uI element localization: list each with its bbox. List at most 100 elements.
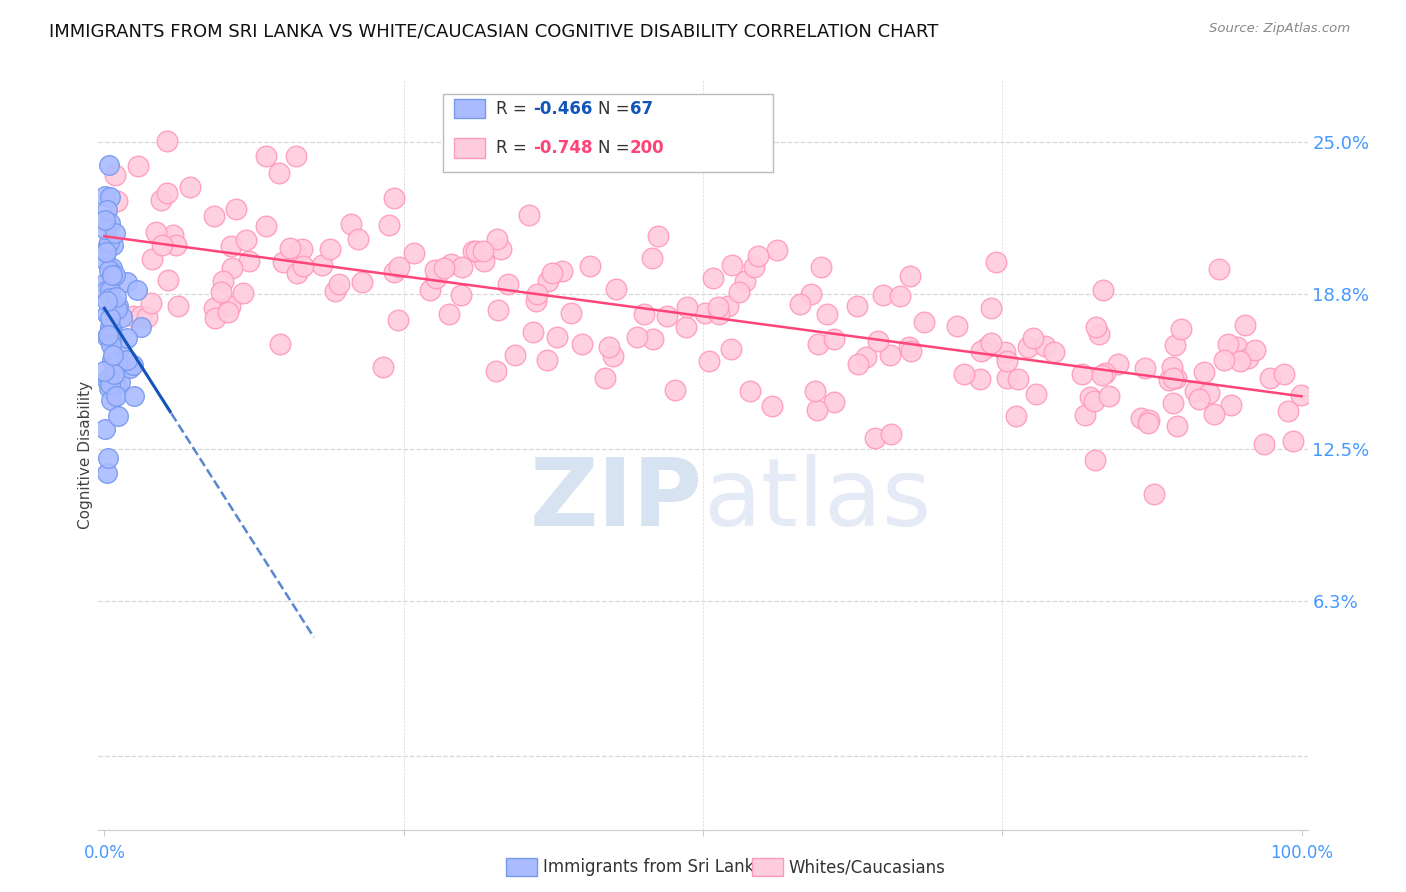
Text: atlas: atlas — [703, 454, 931, 546]
Text: 200: 200 — [630, 139, 665, 157]
Point — [810, 260, 832, 275]
Point — [1073, 409, 1095, 423]
Point — [846, 357, 869, 371]
Text: N =: N = — [598, 100, 634, 118]
Point — [823, 395, 845, 409]
Point — [437, 307, 460, 321]
Point — [1143, 487, 1166, 501]
Point — [1084, 453, 1107, 467]
Point — [747, 249, 769, 263]
Point — [217, 304, 239, 318]
Text: 0.0%: 0.0% — [83, 845, 125, 863]
Point — [94, 284, 117, 298]
Point — [382, 265, 405, 279]
Point — [1071, 367, 1094, 381]
Point — [104, 168, 127, 182]
Point — [103, 367, 125, 381]
Point — [522, 325, 544, 339]
Point — [1025, 387, 1047, 401]
Point — [105, 378, 128, 392]
Point — [980, 336, 1002, 351]
Point — [1216, 336, 1239, 351]
Point — [202, 209, 225, 223]
Point — [633, 307, 655, 321]
Point — [98, 382, 121, 396]
Point — [1161, 396, 1184, 410]
Point — [720, 343, 742, 357]
Point — [141, 252, 163, 266]
Point — [721, 258, 744, 272]
Point — [541, 266, 564, 280]
Point — [503, 348, 526, 362]
Point — [232, 285, 254, 300]
Point — [204, 301, 226, 316]
Point — [94, 212, 117, 227]
Point — [900, 344, 922, 359]
Point — [96, 307, 118, 321]
Point — [461, 244, 484, 259]
Point — [96, 293, 118, 308]
Point — [465, 244, 488, 259]
Text: Whites/Caucasians: Whites/Caucasians — [789, 858, 946, 876]
Point — [108, 342, 131, 356]
Point — [1213, 353, 1236, 368]
Point — [101, 348, 124, 362]
Point — [145, 225, 167, 239]
Text: R =: R = — [496, 139, 533, 157]
Point — [107, 299, 129, 313]
Point — [1272, 368, 1295, 382]
Point — [211, 285, 233, 299]
Text: 100.0%: 100.0% — [1270, 845, 1333, 863]
Point — [97, 450, 120, 465]
Point — [212, 274, 235, 288]
Point — [898, 268, 921, 283]
Point — [1281, 434, 1303, 449]
Point — [425, 263, 447, 277]
Point — [98, 291, 121, 305]
Point — [100, 334, 122, 348]
Point — [823, 332, 845, 346]
Point — [537, 274, 560, 288]
Point — [103, 237, 125, 252]
Text: -0.466: -0.466 — [533, 100, 592, 118]
Point — [517, 208, 540, 222]
Point — [707, 307, 730, 321]
Point — [378, 219, 401, 233]
Point — [287, 266, 309, 280]
Point — [101, 321, 124, 335]
Point — [100, 379, 122, 393]
Point — [129, 309, 152, 323]
Text: 67: 67 — [630, 100, 652, 118]
Point — [285, 246, 308, 260]
Point — [101, 260, 124, 275]
Point — [433, 261, 456, 276]
Point — [135, 310, 157, 325]
Point — [117, 275, 139, 289]
Point — [1157, 374, 1180, 388]
Point — [1289, 388, 1312, 402]
Point — [1184, 384, 1206, 398]
Point — [323, 284, 346, 298]
Point — [97, 158, 120, 172]
Point — [271, 254, 294, 268]
Point — [952, 367, 974, 381]
Point — [98, 322, 121, 336]
Point — [598, 339, 620, 353]
Point — [898, 340, 921, 354]
Point — [946, 318, 969, 333]
Point — [100, 283, 122, 297]
Point — [122, 358, 145, 372]
Point — [702, 271, 724, 285]
Point — [1253, 436, 1275, 450]
Point — [695, 306, 717, 320]
Point — [1166, 371, 1188, 385]
Point — [125, 284, 148, 298]
Point — [97, 235, 120, 249]
Point — [496, 277, 519, 291]
Point — [855, 350, 877, 364]
Point — [1219, 398, 1241, 412]
Point — [254, 149, 277, 163]
Point — [1166, 418, 1188, 433]
Point — [1277, 404, 1299, 418]
Point — [675, 300, 697, 314]
